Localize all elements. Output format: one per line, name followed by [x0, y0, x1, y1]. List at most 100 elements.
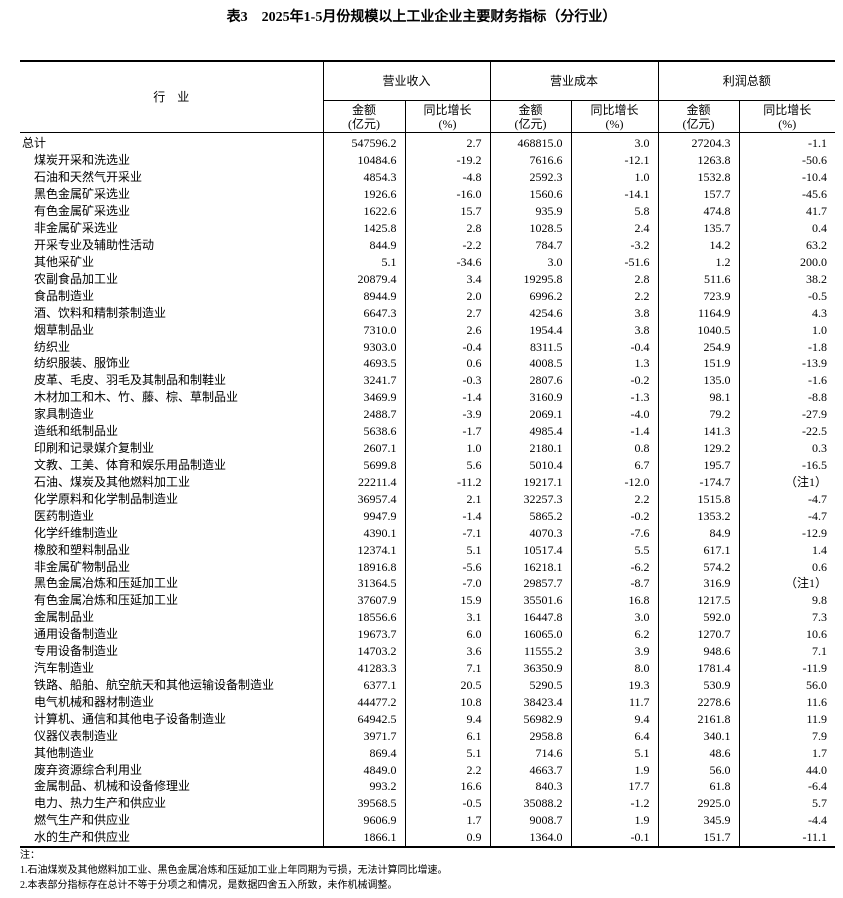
table-row: 燃气生产和供应业 9606.9 1.7 9008.7 1.9 345.9 -4.4 — [20, 811, 836, 829]
cost-growth: -0.4 — [570, 338, 659, 355]
cost-amount: 4254.6 — [489, 304, 572, 322]
cost-amount: 5290.5 — [489, 676, 572, 694]
industry-name: 文教、工美、体育和娱乐用品制造业 — [34, 457, 227, 472]
cost-growth: 0.8 — [570, 439, 659, 457]
revenue-amount: 3971.7 — [322, 727, 405, 745]
profit-amount: 2278.6 — [657, 693, 740, 711]
industry-name: 农副食品加工业 — [34, 271, 119, 286]
note-2: 2.本表部分指标存在总计不等于分项之和情况，是数据四舍五入所致，未作机械调整。 — [20, 880, 398, 891]
table-row: 铁路、船舶、航空航天和其他运输设备制造业 6377.1 20.5 5290.5 19.3… — [20, 676, 836, 694]
cost-amount: 9008.7 — [489, 811, 572, 829]
cost-growth: -8.7 — [570, 574, 659, 592]
profit-amount: 1515.8 — [657, 490, 740, 508]
amount-header: 金额 (亿元) — [657, 100, 740, 133]
revenue-header: 营业收入 — [322, 61, 491, 101]
table-row: 造纸和纸制品业 5638.6 -1.7 4985.4 -1.4 141.3 -22.5 — [20, 422, 836, 440]
revenue-amount: 1425.8 — [322, 219, 405, 237]
cost-growth: 3.8 — [570, 304, 659, 322]
revenue-amount: 7310.0 — [322, 321, 405, 339]
profit-amount: 592.0 — [657, 608, 740, 626]
cost-amount: 714.6 — [489, 744, 572, 762]
cost-growth: -51.6 — [570, 253, 659, 271]
cost-growth: 3.8 — [570, 321, 659, 339]
profit-amount: 345.9 — [657, 811, 740, 829]
industry-name: 仪器仪表制造业 — [34, 728, 119, 743]
amount-header-label: 金额 — [518, 102, 543, 117]
profit-amount: 1.2 — [657, 253, 740, 271]
revenue-growth: 6.0 — [404, 625, 491, 643]
revenue-amount: 8944.9 — [322, 287, 405, 305]
cost-growth: -14.1 — [570, 185, 659, 203]
industry-name: 酒、饮料和精制茶制造业 — [34, 305, 167, 320]
profit-growth: -13.9 — [738, 354, 836, 372]
revenue-growth: -11.2 — [404, 473, 491, 491]
profit-growth: （注1） — [738, 473, 836, 491]
profit-amount: 151.7 — [657, 828, 740, 848]
table-row: 非金属矿物制品业 18916.8 -5.6 16218.1 -6.2 574.2 0.6 — [20, 558, 836, 575]
profit-amount: 1164.9 — [657, 304, 740, 322]
table-row: 有色金属冶炼和压延加工业 37607.9 15.9 35501.6 16.8 1217.5… — [20, 591, 836, 609]
amount-header: 金额 (亿元) — [322, 100, 405, 133]
revenue-growth: -1.4 — [404, 507, 491, 525]
revenue-amount: 3241.7 — [322, 371, 405, 389]
profit-growth: -50.6 — [738, 151, 836, 169]
table-row: 家具制造业 2488.7 -3.9 2069.1 -4.0 79.2 -27.9 — [20, 405, 836, 423]
cost-amount: 2180.1 — [489, 439, 572, 457]
table-row: 电力、热力生产和供应业 39568.5 -0.5 35088.2 -1.2 2925.0 5… — [20, 794, 836, 812]
revenue-growth: 0.9 — [404, 828, 491, 848]
profit-amount: 135.7 — [657, 219, 740, 237]
profit-amount: 340.1 — [657, 727, 740, 745]
cost-growth: 8.0 — [570, 659, 659, 677]
cost-amount: 2958.8 — [489, 727, 572, 745]
revenue-amount: 1866.1 — [322, 828, 405, 848]
revenue-growth: 15.9 — [404, 591, 491, 609]
table-row: 纺织服装、服饰业 4693.5 0.6 4008.5 1.3 151.9 -13.9 — [20, 354, 836, 372]
profit-amount: 98.1 — [657, 388, 740, 406]
cost-growth: -4.0 — [570, 405, 659, 423]
cost-amount: 8311.5 — [489, 338, 572, 355]
profit-growth: -1.8 — [738, 338, 836, 355]
revenue-amount: 6647.3 — [322, 304, 405, 322]
profit-amount: 157.7 — [657, 185, 740, 203]
cost-amount: 3.0 — [489, 253, 572, 271]
revenue-growth: 6.1 — [404, 727, 491, 745]
revenue-amount: 547596.2 — [322, 132, 405, 152]
revenue-growth: -2.2 — [404, 236, 491, 254]
profit-amount: 316.9 — [657, 574, 740, 592]
revenue-amount: 6377.1 — [322, 676, 405, 694]
profit-amount: 56.0 — [657, 761, 740, 779]
cost-amount: 29857.7 — [489, 574, 572, 592]
industry-name: 石油和天然气开采业 — [34, 170, 143, 185]
cost-amount: 38423.4 — [489, 693, 572, 711]
cost-amount: 16447.8 — [489, 608, 572, 626]
cost-growth: -0.2 — [570, 507, 659, 525]
profit-growth: -1.6 — [738, 371, 836, 389]
profit-growth: 63.2 — [738, 236, 836, 254]
industry-name: 通用设备制造业 — [34, 627, 119, 642]
table-row: 烟草制品业 7310.0 2.6 1954.4 3.8 1040.5 1.0 — [20, 321, 836, 339]
revenue-amount: 1926.6 — [322, 185, 405, 203]
growth-header-label: 同比增长 — [423, 102, 472, 117]
cost-growth: 5.8 — [570, 202, 659, 220]
revenue-amount: 4693.5 — [322, 354, 405, 372]
profit-growth: 44.0 — [738, 761, 836, 779]
cost-amount: 19295.8 — [489, 270, 572, 288]
cost-amount: 468815.0 — [489, 132, 572, 152]
cost-amount: 5010.4 — [489, 456, 572, 474]
industry-name: 纺织服装、服饰业 — [34, 356, 131, 371]
revenue-amount: 9947.9 — [322, 507, 405, 525]
notes: 注： 1.石油煤炭及其他燃料加工业、黑色金属冶炼和压延加工业上年同期为亏损，无法… — [20, 848, 448, 893]
cost-growth: 2.8 — [570, 270, 659, 288]
profit-growth: -8.8 — [738, 388, 836, 406]
profit-growth: -4.7 — [738, 507, 836, 525]
table-row: 煤炭开采和洗选业 10484.6 -19.2 7616.6 -12.1 1263.8 -50… — [20, 151, 836, 169]
profit-amount: 27204.3 — [657, 132, 740, 152]
table-row: 酒、饮料和精制茶制造业 6647.3 2.7 4254.6 3.8 1164.9 4.3 — [20, 304, 836, 322]
table-row: 其他制造业 869.4 5.1 714.6 5.1 48.6 1.7 — [20, 744, 836, 762]
amount-header-unit: (亿元) — [348, 116, 380, 131]
cost-amount: 56982.9 — [489, 710, 572, 728]
industry-name: 电力、热力生产和供应业 — [34, 796, 167, 811]
revenue-growth: 2.6 — [404, 321, 491, 339]
revenue-growth: -0.4 — [404, 338, 491, 355]
cost-amount: 2807.6 — [489, 371, 572, 389]
